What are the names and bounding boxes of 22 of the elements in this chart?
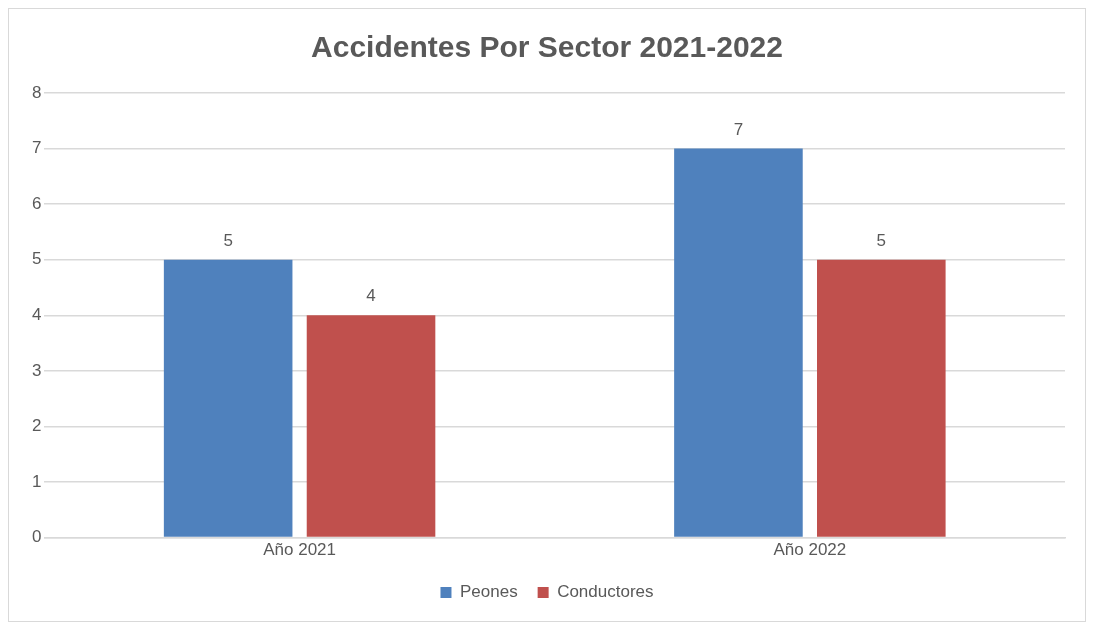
y-tick-label: 8 [31,82,42,102]
y-tick-label: 0 [31,527,42,547]
y-tick-label: 2 [31,416,42,436]
y-tick-label: 4 [31,304,42,324]
bar [306,315,436,537]
y-tick-label: 1 [31,471,42,491]
bar [674,148,803,537]
data-label: 7 [733,119,744,139]
legend-label: Peones [459,582,518,602]
x-tick-label: Año 2022 [773,540,847,560]
data-label: 5 [876,230,887,250]
y-tick-label: 7 [31,138,42,158]
data-label: 4 [366,286,376,306]
y-tick-label: 3 [31,360,42,380]
y-tick-label: 6 [31,193,42,213]
bar [817,259,946,537]
chart-title: Accidentes Por Sector 2021-2022 [311,30,783,64]
legend-label: Conductores [557,582,654,602]
x-tick-label: Año 2021 [263,540,336,560]
data-label: 5 [223,230,233,250]
y-tick-label: 5 [31,249,42,269]
bar [163,259,293,537]
